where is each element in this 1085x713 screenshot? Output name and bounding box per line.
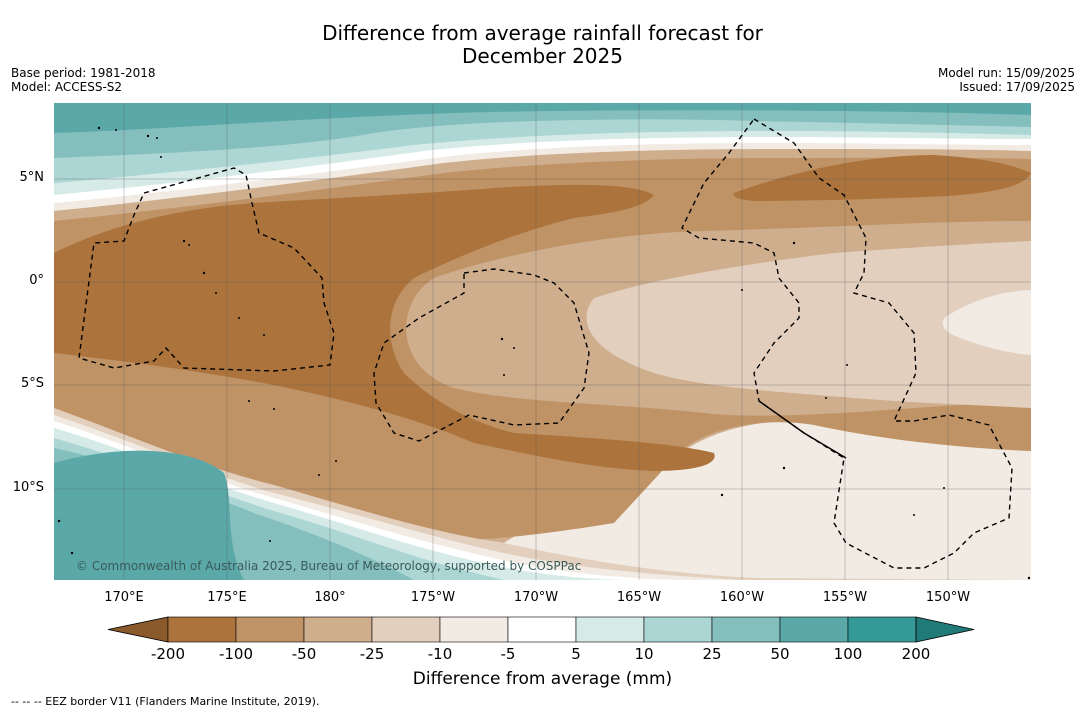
colorbar-segment: [371, 616, 441, 643]
lon-label-170e: 170°E: [104, 590, 144, 605]
rainfall-map-svg: [54, 103, 1031, 580]
lon-label-170w: 170°W: [513, 590, 559, 605]
colorbar-segment: [575, 616, 645, 643]
colorbar-tick-label: 200: [901, 645, 931, 663]
colorbar-segment: [779, 616, 849, 643]
eez-central: [373, 268, 590, 442]
colorbar-segment: [167, 616, 237, 643]
colorbar-segment: [235, 616, 305, 643]
dry-core-east: [733, 155, 1031, 201]
colorbar-tick-label: -200: [150, 645, 186, 663]
colorbar-tick-label: -100: [218, 645, 254, 663]
colorbar-tick-label: 10: [634, 645, 654, 663]
copyright-notice: © Commonwealth of Australia 2025, Bureau…: [76, 559, 582, 573]
lon-label-160w: 160°W: [719, 590, 765, 605]
lon-label-175w: 175°W: [410, 590, 456, 605]
lat-label-5s: 5°S: [20, 376, 44, 391]
colorbar-tick-label: 100: [833, 645, 863, 663]
colorbar-segment: [643, 616, 713, 643]
colorbar-segment: [711, 616, 781, 643]
lat-label-5n: 5°N: [19, 170, 45, 185]
map-title: Difference from average rainfall forecas…: [0, 22, 1085, 68]
lat-label-0: 0°: [29, 273, 44, 288]
colorbar-segment: [847, 616, 917, 643]
base-period: Base period: 1981-2018: [11, 66, 156, 80]
colorbar-tick-label: 5: [571, 645, 581, 663]
lon-label-155w: 155°W: [822, 590, 868, 605]
colorbar-segment: [303, 616, 373, 643]
eez-legend-note: -- -- -- EEZ border V11 (Flanders Marine…: [11, 695, 320, 708]
lon-label-150w: 150°W: [925, 590, 971, 605]
colorbar-segment: [507, 616, 577, 643]
lon-label-165w: 165°W: [616, 590, 662, 605]
eez-west: [78, 167, 335, 372]
eez-borders: [78, 118, 1013, 569]
colorbar-title: Difference from average (mm): [412, 669, 673, 689]
eez-solid-segment: [758, 400, 847, 459]
colorbar-tick-label: -50: [291, 645, 317, 663]
colorbar-tick-label: -5: [500, 645, 516, 663]
lon-label-180: 180°: [314, 590, 346, 605]
colorbar-segment: [439, 616, 509, 643]
colorbar-extend-low: [107, 616, 169, 643]
rainfall-map: [54, 103, 1031, 580]
model-name: Model: ACCESS-S2: [11, 80, 123, 94]
islands: [57, 126, 1031, 580]
base-info: Base period: 1981-2018 Model: ACCESS-S2: [11, 66, 156, 94]
title-line-2: December 2025: [462, 44, 623, 68]
colorbar-tick-label: -25: [359, 645, 385, 663]
model-run: Model run: 15/09/2025: [937, 66, 1075, 80]
colorbar-tick-label: -10: [427, 645, 453, 663]
gridlines: [54, 103, 1031, 580]
issued-date: Issued: 17/09/2025: [959, 80, 1075, 94]
colorbar-extend-high: [915, 616, 975, 643]
dry-core-west: [54, 184, 715, 471]
colorbar-tick-label: 25: [702, 645, 722, 663]
run-info: Model run: 15/09/2025 Issued: 17/09/2025: [938, 66, 1075, 94]
lat-label-10s: 10°S: [12, 480, 44, 495]
band-south-50: [54, 450, 244, 580]
moist-band-m5: [942, 290, 1031, 355]
colorbar-tick-label: 50: [770, 645, 790, 663]
title-line-1: Difference from average rainfall forecas…: [322, 21, 763, 45]
moist-band-m10b: [740, 273, 1031, 375]
lon-label-175e: 175°E: [207, 590, 247, 605]
colorbar: [107, 616, 975, 643]
